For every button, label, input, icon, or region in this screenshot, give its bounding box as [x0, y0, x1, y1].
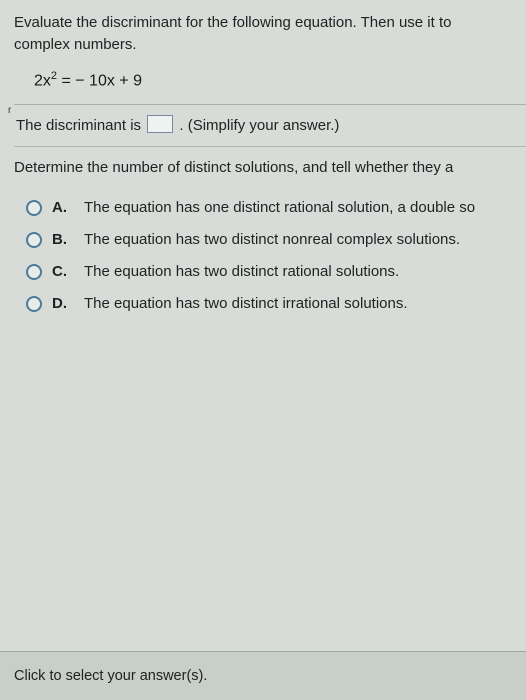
option-letter: A.: [52, 199, 70, 216]
discriminant-row: r The discriminant is . (Simplify your a…: [14, 115, 526, 144]
radio-icon[interactable]: [26, 296, 42, 312]
marker-tick: r: [8, 105, 11, 116]
divider-1: [14, 104, 526, 105]
instruction-line-2: complex numbers.: [14, 36, 137, 53]
subquestion-text: Determine the number of distinct solutio…: [14, 159, 526, 192]
option-d[interactable]: D. The equation has two distinct irratio…: [26, 288, 526, 320]
question-panel: Evaluate the discriminant for the follow…: [0, 0, 526, 320]
divider-2: [14, 146, 526, 147]
option-letter: B.: [52, 231, 70, 248]
radio-icon[interactable]: [26, 200, 42, 216]
discriminant-input[interactable]: [147, 115, 173, 133]
option-letter: D.: [52, 295, 70, 312]
instruction-text: Evaluate the discriminant for the follow…: [14, 12, 526, 56]
option-text: The equation has one distinct rational s…: [84, 199, 475, 216]
option-text: The equation has two distinct rational s…: [84, 263, 399, 280]
footer-text: Click to select your answer(s).: [14, 668, 207, 684]
option-b[interactable]: B. The equation has two distinct nonreal…: [26, 224, 526, 256]
discriminant-prefix: The discriminant is: [16, 117, 145, 134]
footer-bar: Click to select your answer(s).: [0, 651, 526, 700]
instruction-line-1: Evaluate the discriminant for the follow…: [14, 14, 451, 31]
option-text: The equation has two distinct irrational…: [84, 295, 408, 312]
equation-lhs: 2x: [34, 72, 51, 89]
radio-icon[interactable]: [26, 232, 42, 248]
radio-icon[interactable]: [26, 264, 42, 280]
options-group: A. The equation has one distinct rationa…: [14, 192, 526, 320]
equation-rhs: = − 10x + 9: [57, 72, 142, 89]
option-a[interactable]: A. The equation has one distinct rationa…: [26, 192, 526, 224]
option-text: The equation has two distinct nonreal co…: [84, 231, 460, 248]
option-c[interactable]: C. The equation has two distinct rationa…: [26, 256, 526, 288]
option-letter: C.: [52, 263, 70, 280]
equation: 2x2 = − 10x + 9: [34, 70, 526, 90]
discriminant-suffix: . (Simplify your answer.): [179, 117, 339, 134]
